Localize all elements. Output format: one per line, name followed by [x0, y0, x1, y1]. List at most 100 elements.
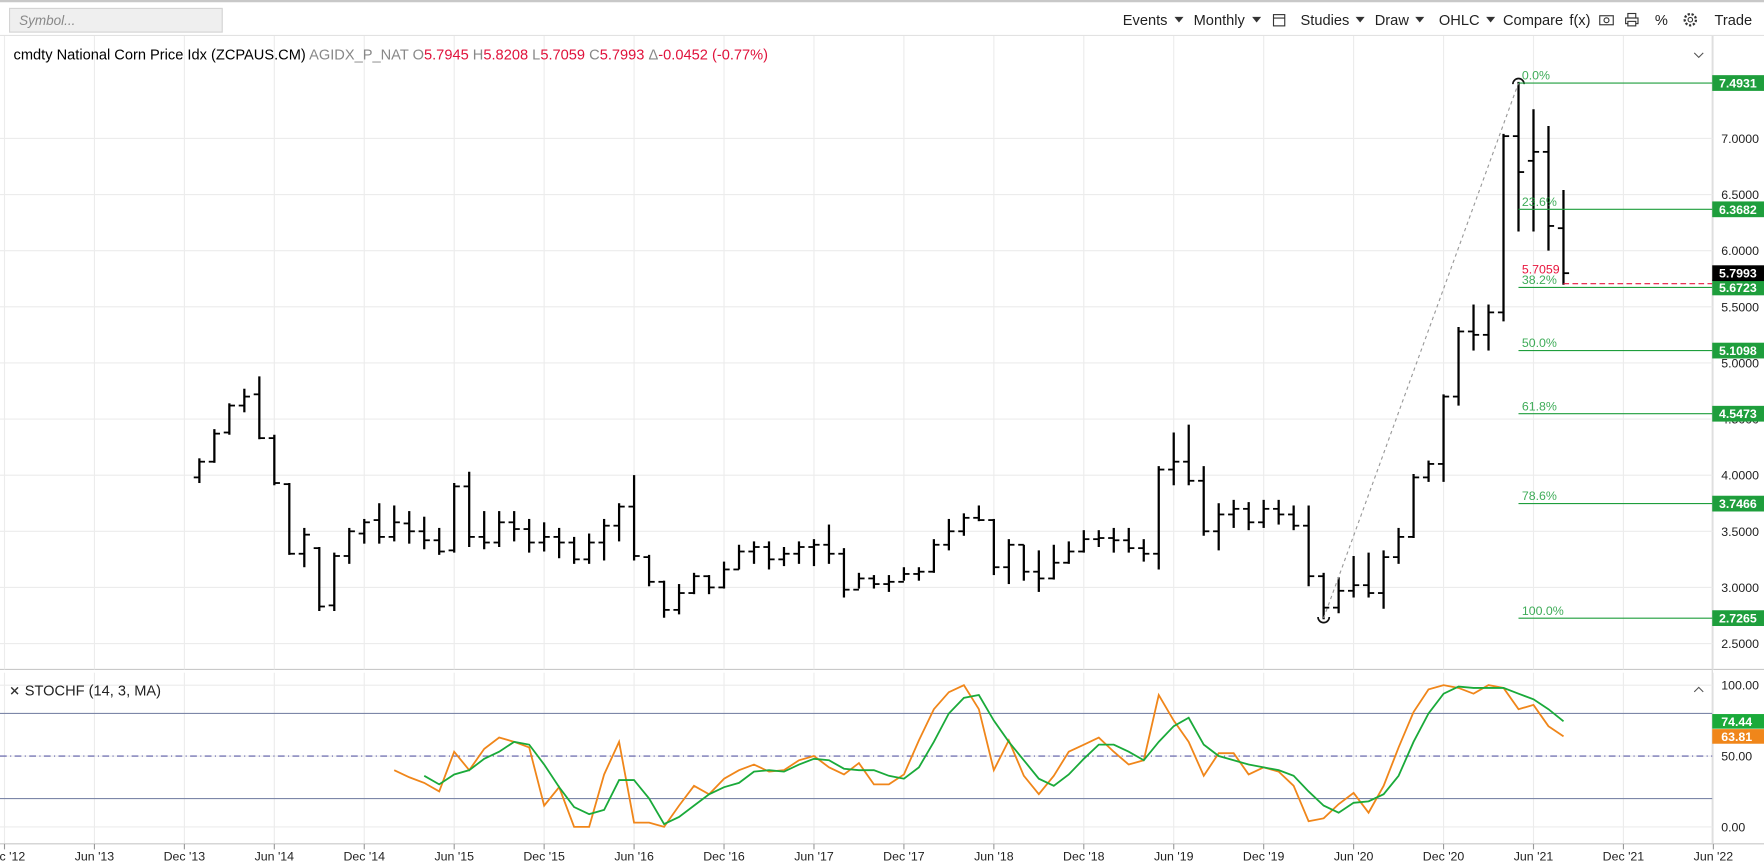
fib-percent-label: 0.0% — [1522, 69, 1550, 83]
x-tick-label: Dec '13 — [164, 850, 206, 864]
y-tick-label: 0.00 — [1721, 820, 1745, 834]
x-tick-label: Jun '16 — [614, 850, 654, 864]
fib-percent-label: 100.0% — [1522, 604, 1564, 618]
x-tick-label: Dec '17 — [883, 850, 925, 864]
y-tick-label: 4.0000 — [1721, 469, 1759, 483]
last-price-badge — [1712, 265, 1764, 282]
low-marker-label: 5.7059 — [1522, 263, 1560, 277]
x-tick-label: Jun '13 — [75, 850, 115, 864]
x-tick-label: Jun '17 — [794, 850, 834, 864]
x-tick-label: Dec '20 — [1423, 850, 1465, 864]
quote-value: 5.7993 — [599, 46, 645, 63]
fib-badge-text: 2.7265 — [1719, 612, 1757, 626]
compare-button[interactable]: Compare — [1503, 11, 1564, 29]
quote-value: 5.7945 — [423, 46, 469, 63]
fib-percent-label: 61.8% — [1522, 399, 1557, 413]
y-tick-label: 5.5000 — [1721, 300, 1759, 314]
x-tick-label: Dec '21 — [1603, 850, 1645, 864]
x-tick-label: Jun '22 — [1694, 850, 1734, 864]
x-tick-label: Jun '19 — [1154, 850, 1194, 864]
y-tick-label: 2.5000 — [1721, 637, 1759, 651]
x-tick-label: Dec '15 — [523, 850, 565, 864]
study-line — [423, 685, 1565, 826]
function-button[interactable]: f(x) — [1569, 11, 1591, 29]
ohlc-bars — [193, 81, 1570, 620]
fib-badge-text: 5.1098 — [1719, 344, 1757, 358]
y-tick-label: 5.0000 — [1721, 356, 1759, 370]
last-price-badge-text: 5.7993 — [1719, 267, 1757, 281]
x-tick-label: Dec '19 — [1243, 850, 1285, 864]
studies-menu[interactable]: Studies — [1301, 11, 1366, 28]
x-tick-label: Dec '12 — [0, 850, 25, 864]
fib-percent-label: 38.2% — [1522, 273, 1557, 287]
change-percent: (-0.77%) — [711, 46, 769, 63]
x-tick-label: Dec '14 — [343, 850, 385, 864]
fib-badge — [1712, 75, 1764, 91]
fib-badge — [1712, 342, 1764, 359]
y-tick-label: 6.5000 — [1721, 188, 1759, 202]
symbol-input[interactable]: Symbol... — [9, 7, 223, 33]
fib-badge-text: 4.5473 — [1719, 407, 1757, 421]
events-menu[interactable]: Events — [1123, 11, 1183, 28]
print-icon[interactable] — [1625, 12, 1640, 27]
settings-icon[interactable] — [1683, 12, 1698, 27]
fib-percent-label: 78.6% — [1522, 489, 1557, 503]
study-badge — [1712, 729, 1764, 744]
instrument-title: cmdty National Corn Price Idx (ZCPAUS.CM… — [13, 46, 306, 63]
x-tick-label: Jun '14 — [255, 850, 295, 864]
source-code: AGIDX_P_NAT — [309, 46, 409, 63]
fib-badge — [1712, 610, 1764, 627]
fib-percent-label: 23.6% — [1522, 195, 1557, 209]
chart-header: cmdty National Corn Price Idx (ZCPAUS.CM… — [14, 46, 769, 63]
study-badge-text: 74.44 — [1721, 715, 1752, 729]
fib-badge — [1712, 405, 1764, 422]
y-tick-label: 6.0000 — [1721, 244, 1759, 258]
quote-value: 5.7059 — [540, 46, 586, 63]
fib-badge — [1712, 495, 1764, 512]
x-tick-label: Jun '18 — [974, 850, 1014, 864]
study-title: STOCHF (14, 3, MA) — [24, 681, 162, 699]
percent-button[interactable]: % — [1654, 11, 1668, 29]
study-badge — [1712, 714, 1764, 729]
period-menu[interactable]: Monthly — [1194, 11, 1261, 28]
quote-label: H — [472, 46, 484, 63]
study-badge-text: 63.81 — [1721, 730, 1752, 744]
y-tick-label: 3.5000 — [1721, 525, 1759, 539]
fib-percent-label: 50.0% — [1522, 336, 1557, 350]
remove-study[interactable] — [9, 685, 20, 696]
y-tick-label: 100.00 — [1721, 679, 1759, 693]
quote-label: O — [412, 46, 424, 63]
x-tick-label: Jun '21 — [1514, 850, 1554, 864]
quote-label: L — [532, 46, 541, 63]
fib-badge — [1712, 201, 1764, 218]
study-line — [393, 683, 1565, 828]
chart-type-menu[interactable]: OHLC — [1439, 11, 1495, 28]
fib-badge-text: 3.7466 — [1719, 497, 1757, 511]
trade-button[interactable]: Trade — [1714, 11, 1753, 29]
collapse-study[interactable] — [1692, 684, 1706, 695]
fib-badge-text: 6.3682 — [1719, 203, 1757, 217]
quote-label: Δ — [648, 46, 659, 63]
fib-badge-text: 7.4931 — [1719, 77, 1757, 91]
calendar-icon[interactable] — [1272, 12, 1286, 27]
quote-value: -0.0452 — [658, 46, 708, 63]
y-tick-label: 7.0000 — [1721, 132, 1759, 146]
fib-trendline — [1323, 82, 1520, 619]
toolbar: Symbol... Events Monthly Studies Draw OH… — [0, 0, 1764, 36]
x-tick-label: Dec '18 — [1063, 850, 1105, 864]
fib-badge-text: 5.6723 — [1719, 281, 1757, 295]
x-tick-label: Jun '15 — [434, 850, 474, 864]
x-tick-label: Dec '16 — [703, 850, 745, 864]
fib-badge — [1712, 279, 1764, 296]
fib-anchor — [1317, 616, 1331, 624]
draw-menu[interactable]: Draw — [1375, 11, 1425, 28]
collapse-main[interactable] — [1692, 50, 1706, 61]
y-tick-label: 50.00 — [1721, 750, 1752, 764]
camera-icon[interactable] — [1599, 12, 1615, 26]
quote-value: 5.8208 — [483, 46, 529, 63]
y-tick-label: 3.0000 — [1721, 581, 1759, 595]
quote-label: C — [589, 46, 600, 63]
